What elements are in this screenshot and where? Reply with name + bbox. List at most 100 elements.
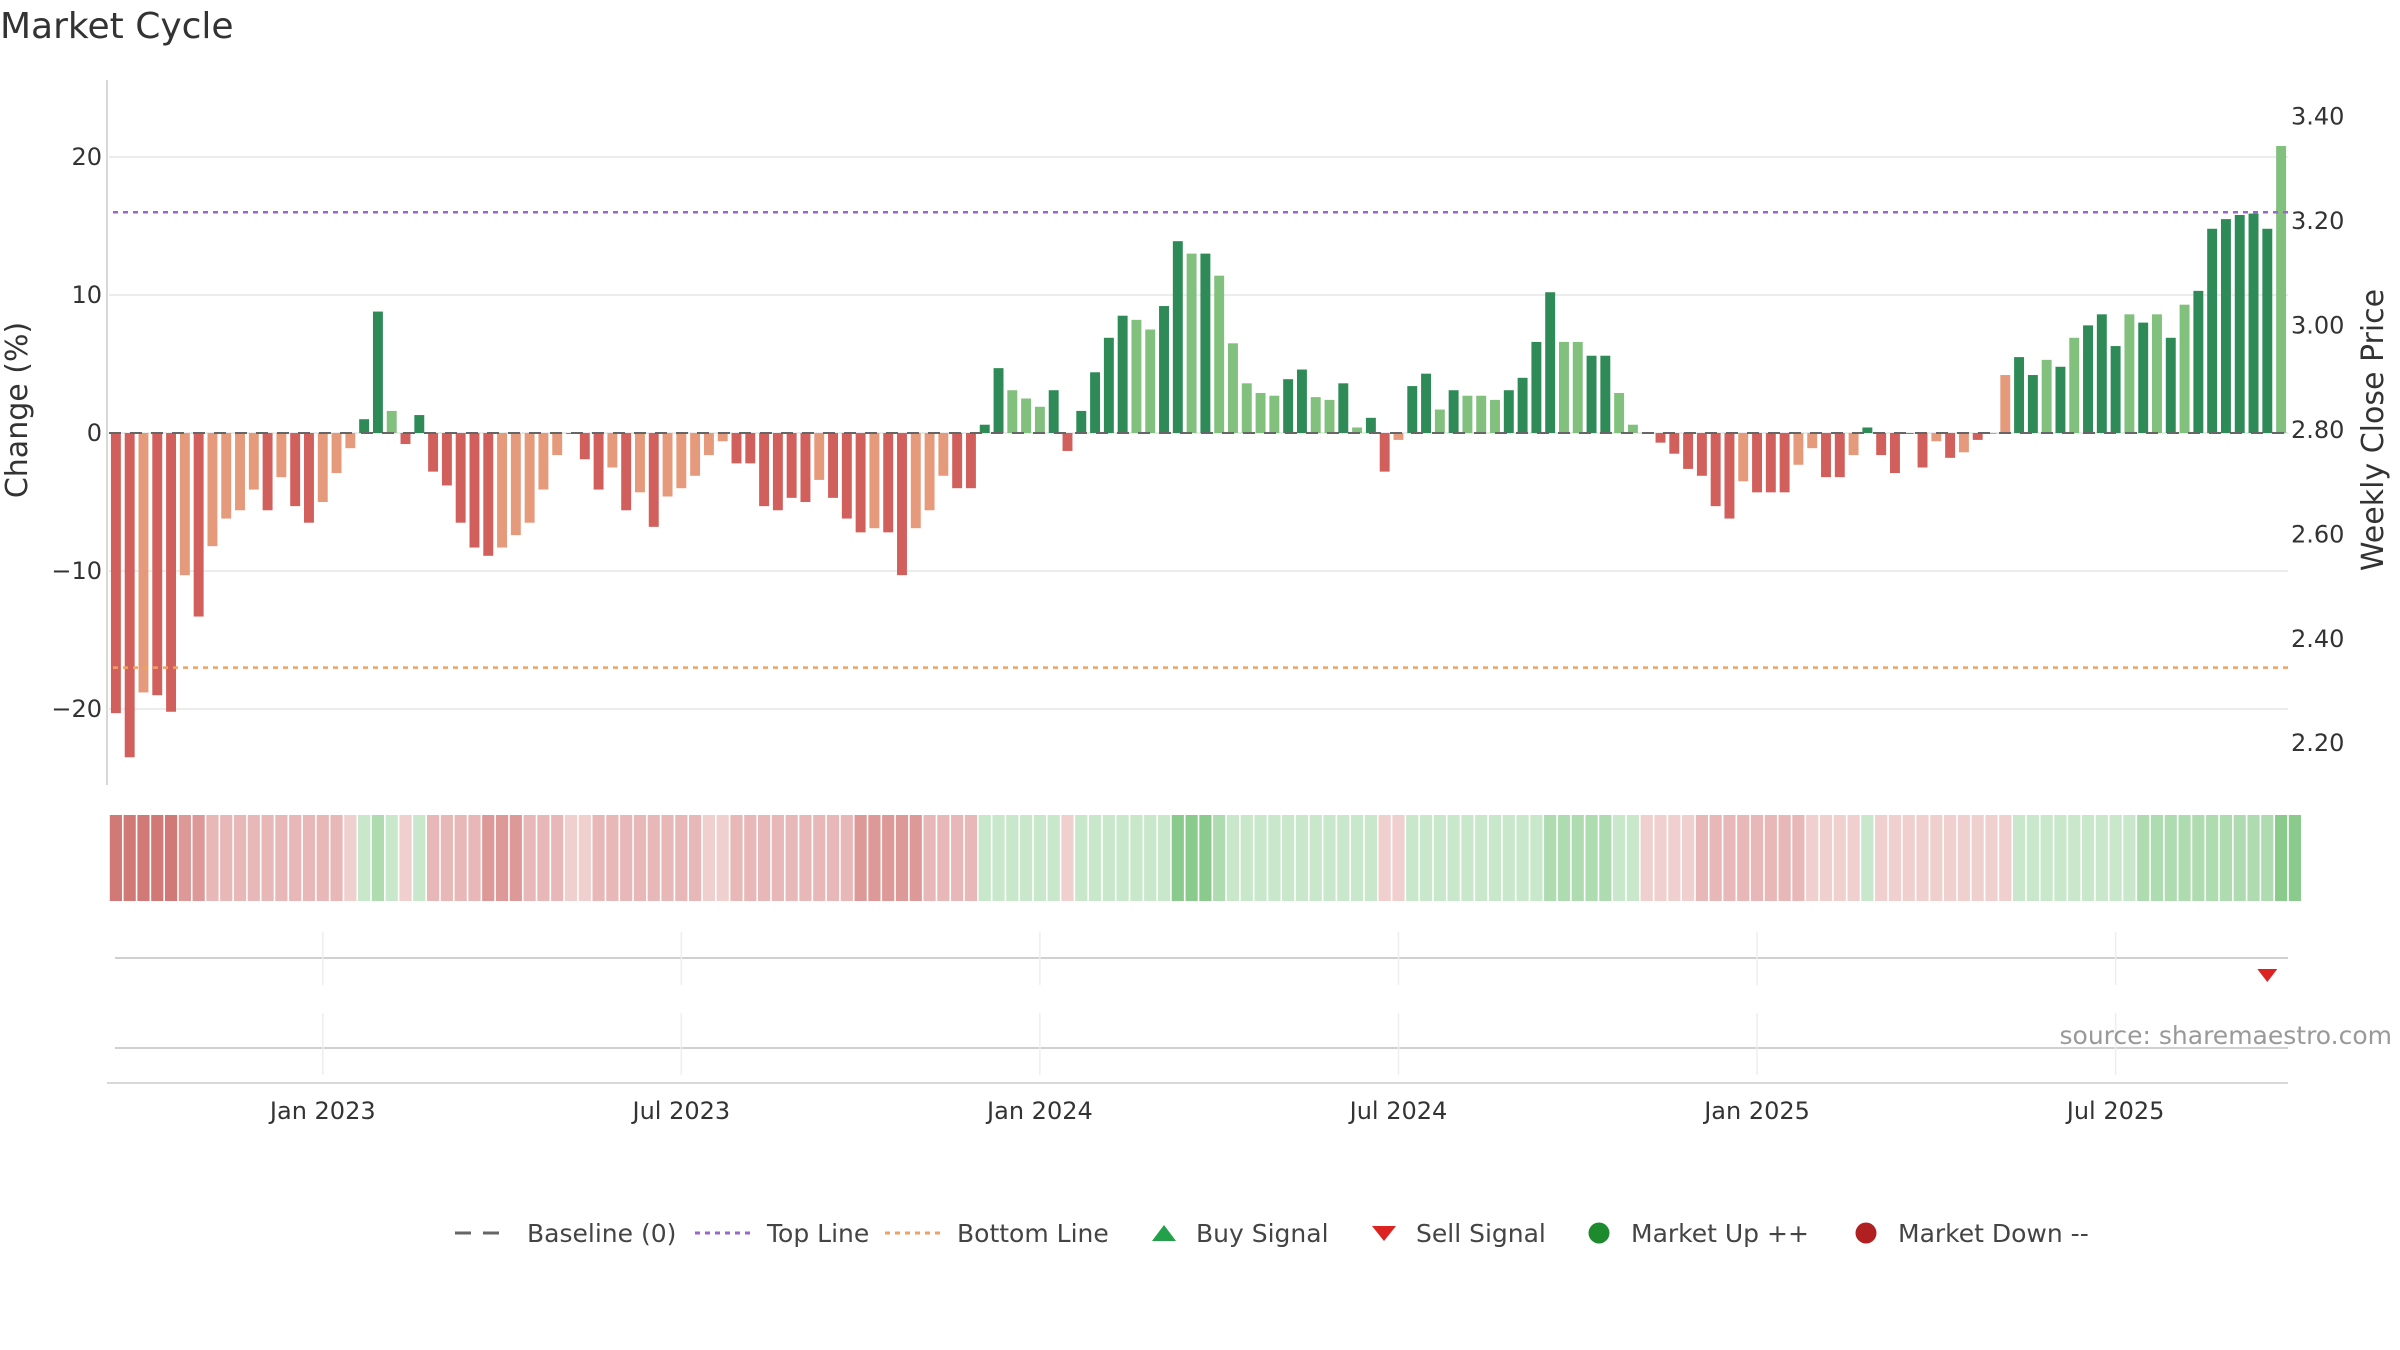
strip-cell <box>923 815 936 901</box>
strip-cell <box>1861 815 1874 901</box>
sell-signal-marker <box>2257 969 2278 982</box>
bar <box>1917 433 1928 468</box>
strip-cell <box>247 815 260 901</box>
bar <box>634 433 645 493</box>
strip-cell <box>689 815 702 901</box>
legend-label: Sell Signal <box>1416 1219 1546 1248</box>
strip-cell <box>1378 815 1391 901</box>
bar <box>1972 433 1983 440</box>
strip-cell <box>2137 815 2150 901</box>
strip-cell <box>992 815 1005 901</box>
bar <box>1379 433 1390 472</box>
bar <box>1600 355 1611 433</box>
bar <box>524 433 535 523</box>
bar <box>1476 395 1487 433</box>
strip-cell <box>1116 815 1129 901</box>
bar <box>497 433 508 548</box>
strip-cell <box>2150 815 2164 901</box>
strip-cell <box>785 815 798 901</box>
strip-cell <box>509 815 522 901</box>
bar <box>648 433 659 527</box>
strip-cell <box>882 815 895 901</box>
bar <box>731 433 742 464</box>
strip-cell <box>661 815 674 901</box>
strip-cell <box>137 815 150 901</box>
strip-cell <box>813 815 826 901</box>
bar <box>1586 355 1597 433</box>
bar <box>2124 314 2135 433</box>
bar <box>855 433 866 533</box>
bar <box>897 433 907 576</box>
strip-cell <box>1502 815 1515 901</box>
strip-cell <box>937 815 950 901</box>
strip-cell <box>1599 815 1612 901</box>
bar <box>2027 375 2038 433</box>
x-tick-label: Jan 2023 <box>268 1097 376 1125</box>
right-tick-label: 2.40 <box>2291 625 2344 653</box>
bar <box>1862 427 1873 433</box>
strip-cell <box>1557 815 1571 901</box>
strip-cell <box>440 815 453 901</box>
strip-cell <box>220 815 233 901</box>
bar <box>483 433 494 556</box>
strip-cell <box>2233 815 2246 901</box>
bar <box>2193 290 2204 433</box>
strip-cell <box>1033 815 1046 901</box>
strip-cell <box>1585 815 1598 901</box>
legend-item: Buy Signal <box>1152 1219 1329 1248</box>
strip-cell <box>1833 815 1846 901</box>
left-y-axis: 20 10 0 −10 −20 <box>51 143 102 723</box>
bar <box>703 433 714 456</box>
bar <box>1117 315 1128 433</box>
bar <box>1034 406 1045 433</box>
bar <box>593 433 604 490</box>
strip-cell <box>606 815 619 901</box>
bar <box>2262 228 2273 433</box>
bar <box>510 433 521 536</box>
x-tick-label: Jan 2024 <box>985 1097 1093 1125</box>
bar <box>1241 383 1252 433</box>
strip-cell <box>1364 815 1377 901</box>
strip-cell <box>1337 815 1350 901</box>
strip-cell <box>2261 815 2274 901</box>
bar <box>1724 433 1735 519</box>
strip-cell <box>1985 815 1998 901</box>
bar <box>883 433 894 533</box>
bar <box>1545 292 1556 433</box>
strip-cell <box>426 815 440 901</box>
strip-cell <box>468 815 481 901</box>
strip-cell <box>675 815 688 901</box>
strip-cell <box>1144 815 1157 901</box>
legend-label: Top Line <box>766 1219 869 1248</box>
reference-lines <box>109 210 2288 669</box>
bar <box>166 433 177 712</box>
strip-cell <box>1916 815 1929 901</box>
strip-cell <box>620 815 633 901</box>
bar <box>1172 241 1183 433</box>
strip-cell <box>1764 815 1777 901</box>
bar <box>2000 375 2011 433</box>
strip-cell <box>330 815 343 901</box>
strip-cell <box>495 815 509 901</box>
strip-cell <box>1847 815 1860 901</box>
bar <box>1103 337 1114 433</box>
right-tick-label: 3.20 <box>2291 207 2344 235</box>
bar <box>690 433 701 476</box>
bar <box>2083 325 2093 433</box>
strip-cell <box>192 815 205 901</box>
x-axis: Jan 2023 Jul 2023 Jan 2024 Jul 2024 Jan 2025… <box>107 1082 2288 1125</box>
bar <box>152 433 163 696</box>
bar <box>800 433 811 502</box>
strip-cell <box>1392 815 1405 901</box>
bar <box>1821 433 1831 478</box>
bar <box>1752 433 1763 493</box>
bar <box>317 433 328 502</box>
bar <box>2041 359 2052 433</box>
bar <box>1062 433 1073 451</box>
bar <box>1945 433 1956 458</box>
bar <box>1793 433 1804 465</box>
strip-cell <box>2206 815 2219 901</box>
left-tick-label: −20 <box>51 695 102 723</box>
bar <box>772 433 783 511</box>
right-tick-label: 2.60 <box>2291 520 2344 548</box>
